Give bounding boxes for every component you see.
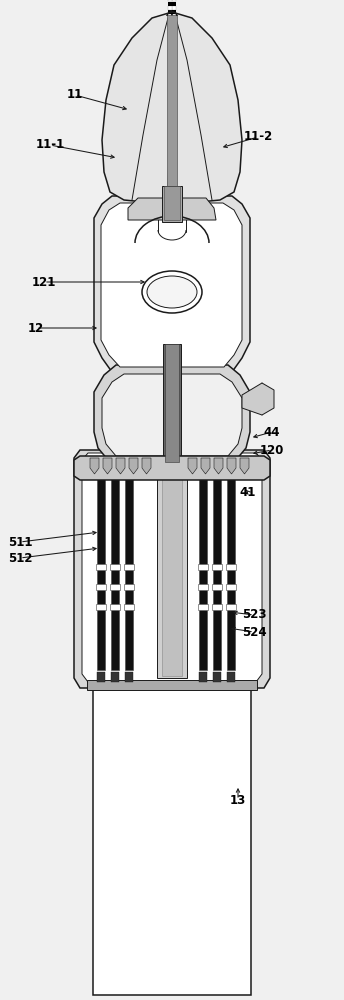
Bar — [213, 478, 221, 670]
Bar — [96, 564, 106, 570]
Text: 11: 11 — [67, 89, 83, 102]
Bar — [227, 672, 235, 682]
Polygon shape — [103, 458, 112, 474]
Polygon shape — [128, 198, 216, 220]
Bar — [212, 604, 222, 610]
Text: 523: 523 — [242, 608, 266, 621]
Bar — [172, 1, 175, 5]
Bar — [124, 564, 134, 570]
Text: 11-2: 11-2 — [243, 130, 273, 143]
Text: 120: 120 — [260, 444, 284, 456]
Text: 41: 41 — [240, 486, 256, 498]
Polygon shape — [74, 450, 270, 688]
Polygon shape — [102, 12, 172, 203]
Text: 121: 121 — [32, 275, 56, 288]
Polygon shape — [82, 453, 262, 682]
Bar — [157, 470, 187, 678]
Bar — [212, 564, 222, 570]
Bar — [168, 6, 172, 10]
Polygon shape — [201, 458, 210, 474]
Bar — [168, 1, 172, 5]
Text: 12: 12 — [28, 322, 44, 334]
Bar — [198, 604, 208, 610]
Polygon shape — [242, 383, 274, 415]
Polygon shape — [129, 458, 138, 474]
Text: 524: 524 — [242, 626, 266, 639]
Text: 511: 511 — [8, 536, 32, 548]
Bar — [226, 584, 236, 590]
Bar — [199, 478, 207, 670]
Bar — [198, 584, 208, 590]
Bar — [96, 604, 106, 610]
Bar — [110, 564, 120, 570]
Bar — [125, 672, 133, 682]
Polygon shape — [102, 374, 242, 456]
Polygon shape — [142, 458, 151, 474]
Bar — [87, 680, 257, 690]
Polygon shape — [227, 458, 236, 474]
Bar — [162, 472, 182, 676]
Bar — [227, 478, 235, 670]
Text: 44: 44 — [264, 426, 280, 438]
Text: 512: 512 — [8, 552, 32, 564]
Bar — [93, 680, 251, 995]
Polygon shape — [101, 203, 242, 367]
Bar — [172, 0, 175, 1]
Bar — [124, 584, 134, 590]
Bar — [124, 604, 134, 610]
Polygon shape — [172, 12, 242, 203]
Bar — [110, 584, 120, 590]
Bar — [226, 564, 236, 570]
Polygon shape — [90, 458, 99, 474]
Bar — [199, 672, 207, 682]
Bar — [125, 478, 133, 670]
Bar — [198, 564, 208, 570]
Bar — [168, 0, 172, 1]
Bar — [110, 604, 120, 610]
Bar — [165, 344, 179, 462]
Bar — [172, 6, 175, 10]
Bar — [96, 584, 106, 590]
Bar — [162, 186, 182, 222]
Polygon shape — [116, 458, 125, 474]
Text: 11-1: 11-1 — [35, 138, 65, 151]
Text: 13: 13 — [230, 794, 246, 806]
Bar — [97, 672, 105, 682]
Polygon shape — [74, 456, 270, 480]
Ellipse shape — [142, 271, 202, 313]
Ellipse shape — [147, 276, 197, 308]
Bar — [111, 672, 119, 682]
Bar — [226, 604, 236, 610]
Bar — [111, 478, 119, 670]
Bar — [212, 584, 222, 590]
Bar — [172, 10, 175, 14]
Bar — [213, 672, 221, 682]
Polygon shape — [214, 458, 223, 474]
Polygon shape — [94, 196, 250, 372]
Bar — [168, 10, 172, 14]
Bar — [97, 478, 105, 670]
Bar — [167, 15, 177, 202]
Polygon shape — [240, 458, 249, 474]
Polygon shape — [94, 365, 250, 460]
Bar — [164, 186, 180, 220]
Polygon shape — [188, 458, 197, 474]
Bar — [163, 344, 181, 464]
